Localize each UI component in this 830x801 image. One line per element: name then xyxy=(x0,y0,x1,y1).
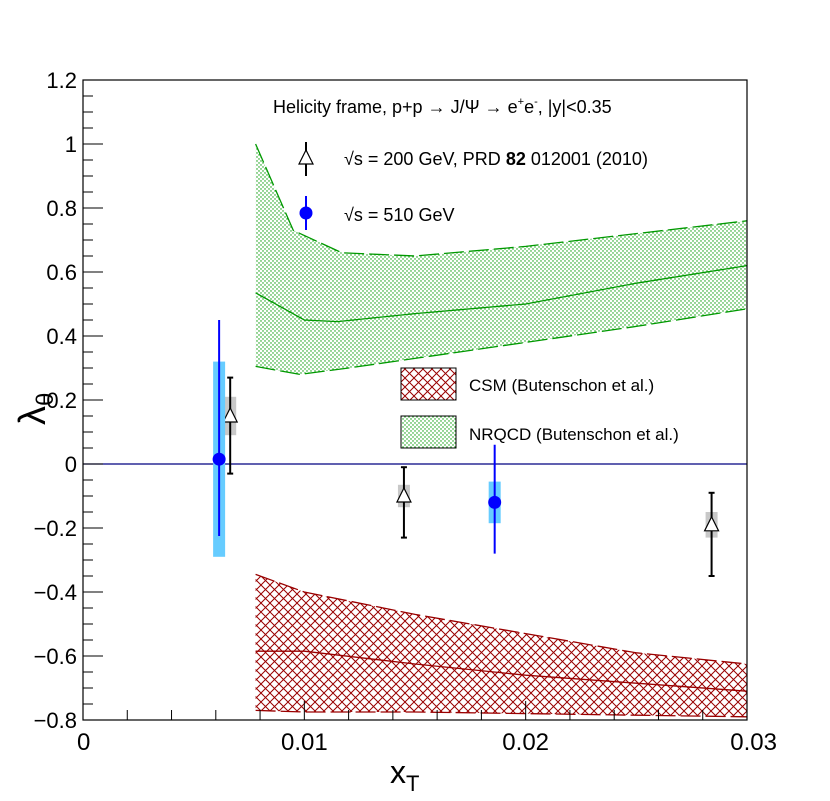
band-csm-central xyxy=(255,650,748,692)
title-arrow-1: → xyxy=(428,97,446,117)
y-tick-label-0: −0.8 xyxy=(34,708,77,733)
x-axis-title-sub: T xyxy=(406,771,419,796)
band-nrqcd-fill xyxy=(255,144,747,375)
legend-200-text-2: 012001 (2010) xyxy=(526,149,648,169)
title-electron-2: e xyxy=(524,97,534,117)
y-tick-label-4: 0 xyxy=(65,452,77,477)
title-sup-plus: + xyxy=(518,96,524,108)
legend-label-nrqcd: NRQCD (Butenschon et al.) xyxy=(469,425,679,444)
point-510-1-marker xyxy=(212,452,226,466)
y-tick-label-5: 0.2 xyxy=(46,388,77,413)
title-arrow-2: → xyxy=(485,97,503,117)
point-510-2-marker xyxy=(488,495,502,509)
title-suffix: , |y|<0.35 xyxy=(538,97,612,117)
y-tick-label-10: 1.2 xyxy=(46,68,77,93)
x-tick-label-3: 0.03 xyxy=(730,729,777,756)
band-csm-fill xyxy=(255,574,747,717)
y-tick-label-8: 0.8 xyxy=(46,196,77,221)
y-tick-label-9: 1 xyxy=(65,132,77,157)
y-axis-title-main: λ xyxy=(12,406,54,425)
legend-entry-nrqcd: NRQCD (Butenschon et al.) xyxy=(400,415,679,449)
bands-layer xyxy=(255,143,748,718)
title-electron-1: e xyxy=(503,97,518,117)
legend-entry-510: √s = 510 GeV xyxy=(299,196,454,230)
x-tick-label-2: 0.02 xyxy=(502,729,549,756)
title-jpsi: J/Ψ xyxy=(446,97,485,117)
legend-marker-510-circle xyxy=(299,206,313,220)
legend-swatch-csm xyxy=(400,367,457,401)
y-tick-label-3: −0.2 xyxy=(34,516,77,541)
frame-layer: −0.8 −0.6 −0.4 −0.2 0 0.2 0.4 0.6 0.8 1 1.2 0 0.01 0.… xyxy=(34,68,777,756)
x-tick-label-1: 0.01 xyxy=(281,729,328,756)
y-tick-label-2: −0.4 xyxy=(34,580,77,605)
band-csm-lower-edge xyxy=(255,709,748,718)
legend-label-csm: CSM (Butenschon et al.) xyxy=(469,376,654,395)
point-200-3-marker xyxy=(703,515,720,532)
x-axis-title-main: x xyxy=(390,754,406,790)
legend-510-sqrt: √s xyxy=(344,205,363,225)
points-layer xyxy=(212,320,720,577)
chart-title: Helicity frame, p+p → J/Ψ → e+e-, |y|<0.… xyxy=(273,96,612,117)
band-nrqcd-lower-edge xyxy=(255,308,748,376)
title-sup-minus: - xyxy=(534,96,538,108)
x-axis-title: xT xyxy=(390,754,419,796)
y-axis-title: λθ xyxy=(12,393,59,425)
legend-200-sqrt: √s xyxy=(344,149,363,169)
x-tick-label-0: 0 xyxy=(77,729,90,756)
legend-entry-csm: CSM (Butenschon et al.) xyxy=(400,367,654,401)
title-prefix: Helicity frame, p+p xyxy=(273,97,428,117)
band-nrqcd-upper-edge xyxy=(255,143,748,257)
band-csm-upper-edge xyxy=(255,573,748,665)
y-tick-label-6: 0.4 xyxy=(46,324,77,349)
y-tick-label-1: −0.6 xyxy=(34,644,77,669)
legend-marker-200-triangle xyxy=(298,148,314,165)
legend-510-text-1: = 510 GeV xyxy=(363,205,455,225)
legend-swatch-nrqcd xyxy=(400,415,457,449)
legend-label-200: √s = 200 GeV, PRD 82 012001 (2010) xyxy=(344,149,648,169)
point-200-2-marker xyxy=(395,486,412,503)
y-tick-label-7: 0.6 xyxy=(46,260,77,285)
legend-entry-200: √s = 200 GeV, PRD 82 012001 (2010) xyxy=(298,142,648,176)
legend-label-510: √s = 510 GeV xyxy=(344,205,454,225)
y-axis-title-sub: θ xyxy=(32,393,59,406)
legend-200-text-1: = 200 GeV, PRD xyxy=(363,149,506,169)
legend-200-bold: 82 xyxy=(506,149,526,169)
band-nrqcd-central xyxy=(255,264,748,323)
point-200-1-marker xyxy=(222,406,239,423)
